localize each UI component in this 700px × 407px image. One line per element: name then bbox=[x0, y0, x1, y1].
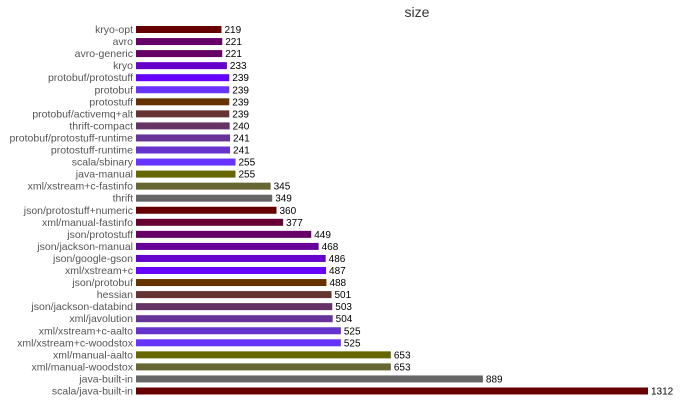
value-label: 486 bbox=[329, 254, 346, 265]
bar bbox=[136, 134, 231, 142]
value-label: 1312 bbox=[651, 387, 674, 398]
category-label: thrift-compact bbox=[69, 120, 133, 132]
bar bbox=[136, 62, 227, 70]
bar bbox=[136, 218, 284, 226]
bar bbox=[136, 26, 222, 33]
value-label: 221 bbox=[225, 37, 242, 48]
value-label: 449 bbox=[314, 230, 331, 241]
bar bbox=[136, 86, 230, 94]
bar bbox=[136, 327, 341, 335]
category-label: json/protostuff+numeric bbox=[23, 205, 133, 217]
value-label: 525 bbox=[344, 338, 361, 349]
value-label: 360 bbox=[279, 206, 296, 217]
value-label: 468 bbox=[322, 242, 339, 253]
category-label: protostuff bbox=[89, 96, 133, 108]
category-label: xml/manual-aalto bbox=[53, 349, 133, 361]
bar bbox=[136, 363, 391, 371]
category-label: xml/xstream+c-fastinfo bbox=[28, 181, 133, 193]
bar bbox=[136, 242, 319, 250]
category-label: xml/manual-woodstox bbox=[31, 361, 133, 373]
category-label: protobuf/activemq+alt bbox=[32, 108, 133, 120]
value-label: 503 bbox=[335, 302, 352, 313]
bar bbox=[136, 230, 312, 238]
bar bbox=[136, 170, 236, 178]
value-label: 525 bbox=[344, 326, 361, 337]
value-label: 240 bbox=[233, 121, 250, 132]
category-label: xml/xstream+c bbox=[65, 265, 133, 277]
category-label: scala/sbinary bbox=[72, 157, 134, 169]
value-label: 653 bbox=[394, 362, 411, 373]
value-label: 377 bbox=[286, 218, 303, 229]
value-label: 239 bbox=[232, 73, 249, 84]
category-label: kryo bbox=[113, 60, 133, 72]
bar bbox=[136, 194, 273, 202]
bar bbox=[136, 158, 236, 166]
bar bbox=[136, 387, 648, 395]
bar bbox=[136, 98, 230, 106]
chart-title: size bbox=[405, 4, 430, 20]
value-label: 349 bbox=[275, 194, 292, 205]
value-label: 221 bbox=[225, 49, 242, 60]
category-label: json/google-gson bbox=[52, 253, 133, 265]
value-label: 219 bbox=[224, 25, 241, 36]
category-label: scala/java-built-in bbox=[52, 386, 133, 398]
bar bbox=[136, 182, 271, 190]
bars-group: kryo-opt 219 avro 221 avro-generic 221 kryo 233… bbox=[9, 24, 673, 398]
category-label: kryo-opt bbox=[95, 24, 133, 36]
category-label: java-built-in bbox=[78, 373, 133, 385]
bar bbox=[136, 339, 341, 347]
category-label: xml/javolution bbox=[69, 313, 133, 325]
category-label: protostuff-runtime bbox=[51, 145, 133, 157]
value-label: 241 bbox=[233, 146, 250, 157]
value-label: 255 bbox=[239, 170, 256, 181]
bar bbox=[136, 146, 231, 154]
value-label: 889 bbox=[486, 374, 503, 385]
bar bbox=[136, 110, 230, 118]
value-label: 241 bbox=[233, 133, 250, 144]
value-label: 653 bbox=[394, 350, 411, 361]
value-label: 487 bbox=[329, 266, 346, 277]
bar bbox=[136, 38, 223, 46]
bar bbox=[136, 50, 223, 58]
category-label: json/protobuf bbox=[71, 277, 133, 289]
category-label: protobuf/protostuff bbox=[48, 72, 133, 84]
category-label: protobuf bbox=[94, 84, 133, 96]
category-label: json/jackson-databind bbox=[30, 301, 133, 313]
category-label: avro bbox=[113, 36, 134, 48]
bar bbox=[136, 303, 333, 311]
value-label: 504 bbox=[336, 314, 353, 325]
value-label: 239 bbox=[232, 97, 249, 108]
bar bbox=[136, 122, 230, 130]
bar bbox=[136, 351, 391, 359]
category-label: json/protostuff bbox=[66, 229, 133, 241]
bar bbox=[136, 291, 332, 299]
category-label: protobuf/protostuff-runtime bbox=[9, 132, 133, 144]
value-label: 239 bbox=[232, 109, 249, 120]
bar bbox=[136, 74, 230, 82]
category-label: avro-generic bbox=[75, 48, 133, 60]
value-label: 255 bbox=[239, 158, 256, 169]
category-label: java-manual bbox=[75, 169, 133, 181]
bar bbox=[136, 254, 326, 262]
value-label: 488 bbox=[329, 278, 346, 289]
category-label: json/jackson-manual bbox=[36, 241, 133, 253]
category-label: hessian bbox=[97, 289, 133, 301]
bar bbox=[136, 375, 483, 383]
bar bbox=[136, 206, 277, 214]
bar bbox=[136, 267, 327, 274]
bar bbox=[136, 315, 333, 323]
value-label: 345 bbox=[274, 182, 291, 193]
value-label: 501 bbox=[335, 290, 352, 301]
category-label: thrift bbox=[113, 193, 134, 205]
value-label: 233 bbox=[230, 61, 247, 72]
category-label: xml/xstream+c-woodstox bbox=[17, 337, 134, 349]
value-label: 239 bbox=[232, 85, 249, 96]
category-label: xml/manual-fastinfo bbox=[42, 217, 133, 229]
category-label: xml/xstream+c-aalto bbox=[39, 325, 133, 337]
bar bbox=[136, 279, 327, 287]
